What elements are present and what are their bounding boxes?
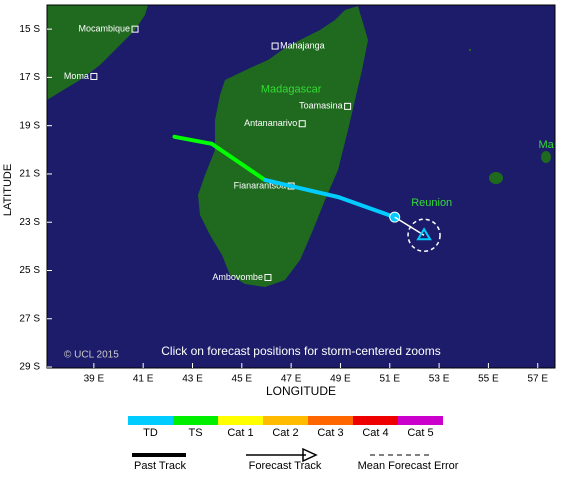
reunion-island — [489, 172, 503, 184]
africa — [47, 5, 148, 100]
place-label: Fianarantsoa — [234, 180, 287, 190]
x-tick-label: 39 E — [84, 374, 105, 385]
forecast-error — [407, 218, 441, 253]
past-track-segment — [289, 184, 341, 200]
x-tick-label: 49 E — [330, 374, 351, 385]
category-swatch — [353, 416, 398, 425]
copyright: © UCL 2015 — [64, 350, 119, 361]
place-label: Mahajanga — [280, 40, 325, 50]
category-label: Cat 2 — [272, 427, 298, 439]
past-track-label: Past Track — [134, 460, 186, 472]
past-track-segment — [172, 134, 214, 146]
category-swatch — [218, 416, 263, 425]
region-label: Mauriti — [538, 139, 563, 151]
y-tick-label: 19 S — [19, 120, 40, 131]
category-label: TS — [188, 427, 202, 439]
place-label: Toamasina — [299, 101, 343, 111]
category-swatch — [398, 416, 443, 425]
place-marker — [271, 42, 279, 50]
place-label: Ambovombe — [212, 272, 263, 282]
x-tick-label: 47 E — [281, 374, 302, 385]
category-label: Cat 5 — [407, 427, 433, 439]
category-swatch — [173, 416, 218, 425]
forecast-track — [394, 216, 425, 236]
category-label: Cat 1 — [227, 427, 253, 439]
y-tick-label: 23 S — [19, 217, 40, 228]
y-tick-label: 21 S — [19, 169, 40, 180]
y-tick-label: 15 S — [19, 24, 40, 35]
x-tick-label: 45 E — [232, 374, 253, 385]
place-label: Mocambique — [79, 24, 131, 34]
past-track-segment — [262, 177, 294, 189]
y-tick-label: 27 S — [19, 313, 40, 324]
category-swatch — [308, 416, 353, 425]
hint: Click on forecast positions for storm-ce… — [161, 344, 440, 358]
past-track-segment — [336, 195, 397, 220]
x-tick-label: 41 E — [133, 374, 154, 385]
category-swatch — [128, 416, 173, 425]
region-label: Reunion — [411, 197, 452, 209]
mauritius-island — [541, 151, 551, 163]
y-tick-label: 25 S — [19, 265, 40, 276]
land — [47, 5, 551, 287]
past-track-segment — [209, 141, 267, 182]
x-tick-label: 57 E — [527, 374, 548, 385]
category-swatch — [263, 416, 308, 425]
place-marker — [298, 120, 306, 128]
frame — [46, 4, 556, 369]
y-tick-label: 29 S — [19, 362, 40, 373]
place-marker — [90, 72, 98, 80]
region-label: Madagascar — [261, 83, 322, 95]
place-label: Antananarivo — [244, 118, 297, 128]
place-marker — [344, 102, 352, 110]
category-label: Cat 3 — [317, 427, 343, 439]
forecast-position[interactable] — [416, 227, 432, 241]
x-tick-label: 55 E — [478, 374, 499, 385]
forecast-track-label: Forecast Track — [249, 460, 322, 472]
y-tick-label: 17 S — [19, 72, 40, 83]
x-axis-label: LONGITUDE — [266, 384, 336, 398]
place-marker — [131, 25, 139, 33]
madagascar — [198, 6, 368, 287]
forecast-arrow — [302, 447, 318, 463]
place-marker — [264, 273, 272, 281]
category-label: TD — [143, 427, 158, 439]
place-label: Moma — [64, 71, 89, 81]
x-tick-label: 51 E — [379, 374, 400, 385]
category-label: Cat 4 — [362, 427, 388, 439]
y-axis-label: LATITUDE — [2, 164, 14, 216]
mean-error-label: Mean Forecast Error — [358, 460, 459, 472]
plot-layer: Madagascar Reunion Mauriti Mocambique Mahaja… — [64, 24, 563, 282]
x-tick-label: 53 E — [429, 374, 450, 385]
x-tick-label: 43 E — [182, 374, 203, 385]
islet — [468, 48, 472, 52]
